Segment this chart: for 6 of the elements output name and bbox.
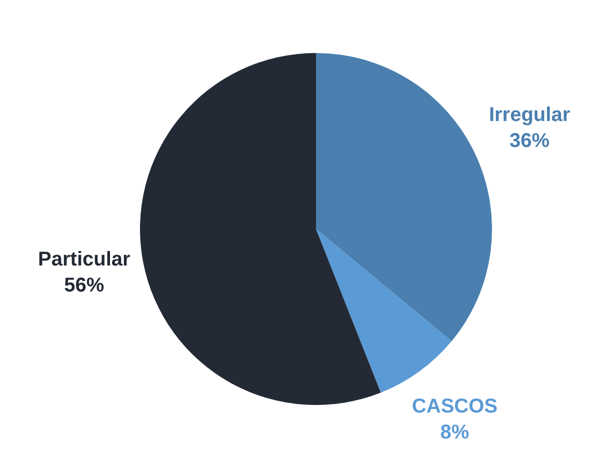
data-label: 8%: [440, 421, 470, 444]
data-label: 36%: [510, 130, 550, 152]
data-label: 56%: [64, 274, 104, 297]
slice-label: CASCOS: [412, 395, 498, 418]
slice-label: Irregular: [488, 104, 570, 126]
slice-label: Particular: [38, 248, 131, 271]
